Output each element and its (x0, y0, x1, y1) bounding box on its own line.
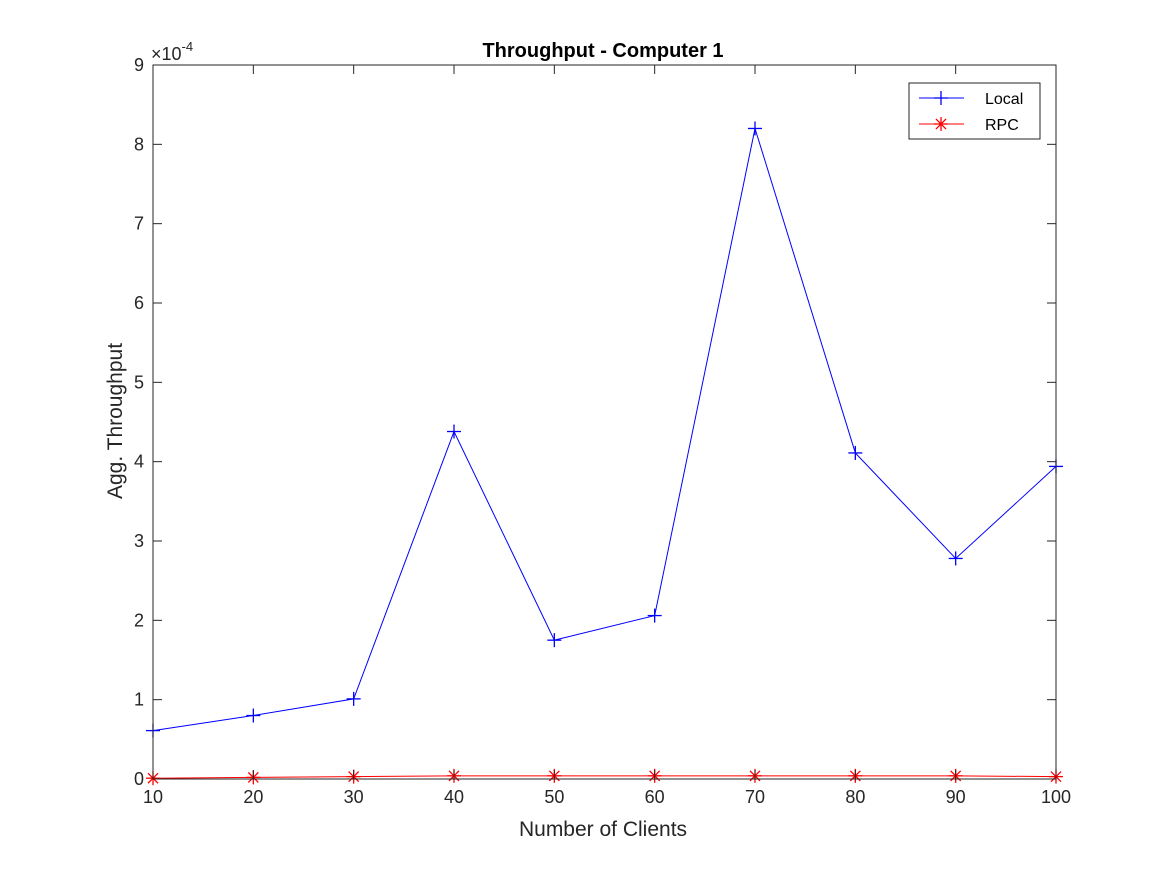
y-axis-label: Agg. Throughput (104, 343, 127, 499)
x-axis-label: Number of Clients (519, 818, 687, 841)
y-axis-exponent: ×10-4 (151, 39, 193, 64)
chart-title: Throughput - Computer 1 (482, 40, 723, 62)
x-tick-label: 80 (845, 787, 865, 807)
legend-label: Local (985, 91, 1023, 108)
data-point (447, 424, 461, 439)
data-point (246, 708, 261, 723)
series-line-rpc (152, 775, 1057, 779)
data-point (647, 608, 662, 623)
series-line-local (152, 128, 1057, 732)
y-tick-label: 4 (134, 452, 144, 472)
x-tick-label: 90 (946, 787, 966, 807)
legend-item-local: Local (919, 91, 1023, 108)
data-point (848, 445, 863, 460)
axes-box (152, 64, 1057, 780)
x-tick-label: 60 (645, 787, 665, 807)
y-tick-label: 9 (134, 55, 144, 75)
x-tick-label: 100 (1041, 787, 1071, 807)
y-tick-label: 3 (134, 531, 144, 551)
legend-box (908, 82, 1041, 140)
x-tick-label: 20 (243, 787, 263, 807)
x-tick-label: 50 (544, 787, 564, 807)
y-tick-label: 2 (134, 610, 144, 630)
y-tick-label: 6 (134, 293, 144, 313)
x-tick-label: 40 (444, 787, 464, 807)
y-exponent-power: -4 (182, 39, 194, 54)
data-point (346, 691, 361, 706)
x-tick-label: 30 (344, 787, 364, 807)
y-tick-label: 7 (134, 214, 144, 234)
y-tick-label: 8 (134, 134, 144, 154)
data-point (948, 551, 963, 566)
x-tick-label: 70 (745, 787, 765, 807)
y-tick-label: 5 (134, 372, 144, 392)
legend: Local RPC (908, 82, 1041, 140)
y-tick-label: 0 (134, 769, 144, 789)
svg-text:×10-4: ×10-4 (151, 39, 193, 64)
y-exponent-base: ×10 (151, 44, 182, 64)
legend-label: RPC (985, 117, 1019, 134)
x-tick-label: 10 (143, 787, 163, 807)
data-point (547, 633, 562, 648)
plot-area (153, 65, 1056, 779)
data-point (748, 121, 762, 136)
legend-item-rpc: RPC (919, 117, 1019, 134)
y-tick-label: 1 (134, 690, 144, 710)
